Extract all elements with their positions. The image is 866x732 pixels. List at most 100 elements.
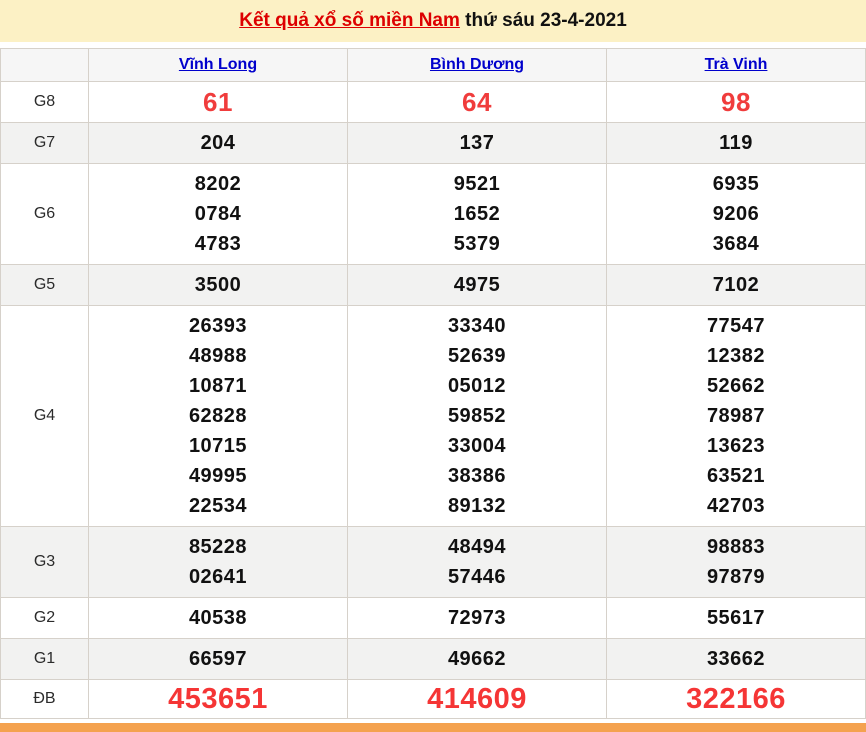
prize-number: 3500 xyxy=(194,274,242,296)
prize-number: 119 xyxy=(719,132,753,154)
prize-number: 05012 xyxy=(447,375,507,397)
prize-values-cell: 66597 xyxy=(88,638,348,680)
prize-values-cell: 26393 48988 10871 62828 10715 49995 22534 xyxy=(88,305,348,527)
prize-number: 3684 xyxy=(712,233,760,255)
prize-number: 453651 xyxy=(168,683,268,715)
table-row: G6 8202 0784 4783 9521 1652 5379 6935 9206 3684 xyxy=(0,163,866,265)
table-header-row: Vĩnh Long Bình Dương Trà Vinh xyxy=(0,48,866,82)
prize-values-cell: 7102 xyxy=(606,264,866,306)
prize-number: 57446 xyxy=(447,566,507,588)
prize-number: 4975 xyxy=(453,274,501,296)
prize-values-cell: 8202 0784 4783 xyxy=(88,163,348,265)
prize-values-cell: 55617 xyxy=(606,597,866,639)
prize-number: 48494 xyxy=(447,536,507,558)
corner-cell xyxy=(0,48,89,82)
table-row: ĐB 453651 414609 322166 xyxy=(0,679,866,719)
prize-number: 49995 xyxy=(188,465,248,487)
prize-number: 98883 xyxy=(706,536,766,558)
prize-number: 66597 xyxy=(188,648,248,670)
prize-values-cell: 40538 xyxy=(88,597,348,639)
prize-number: 64 xyxy=(462,87,492,117)
prize-values-cell: 33662 xyxy=(606,638,866,680)
column-header-2: Bình Dương xyxy=(347,48,607,82)
prize-label: G2 xyxy=(0,597,89,639)
prize-number: 61 xyxy=(203,87,233,117)
prize-number: 414609 xyxy=(427,683,527,715)
prize-number: 78987 xyxy=(706,405,766,427)
prize-number: 26393 xyxy=(188,315,248,337)
province-link[interactable]: Vĩnh Long xyxy=(178,56,258,73)
prize-label: G1 xyxy=(0,638,89,680)
lottery-results-table: Vĩnh Long Bình Dương Trà Vinh G8 61 64 98 G7 204… xyxy=(0,48,866,719)
prize-number: 52639 xyxy=(447,345,507,367)
result-title-link[interactable]: Kết quả xổ số miền Nam xyxy=(239,10,460,31)
prize-values-cell: 322166 xyxy=(606,679,866,719)
prize-label: G4 xyxy=(0,305,89,527)
prize-values-cell: 3500 xyxy=(88,264,348,306)
prize-values-cell: 85228 02641 xyxy=(88,526,348,598)
prize-values-cell: 77547 12382 52662 78987 13623 63521 42703 xyxy=(606,305,866,527)
result-title-date: thứ sáu 23-4-2021 xyxy=(459,10,627,31)
prize-number: 63521 xyxy=(706,465,766,487)
prize-number: 9521 xyxy=(453,173,501,195)
page-title: Kết quả xổ số miền Nam thứ sáu 23-4-2021 xyxy=(239,10,627,32)
table-row: G4 26393 48988 10871 62828 10715 49995 22534 333… xyxy=(0,305,866,527)
prize-values-cell: 453651 xyxy=(88,679,348,719)
table-row: G7 204 137 119 xyxy=(0,122,866,164)
column-header-1: Vĩnh Long xyxy=(88,48,348,82)
province-link[interactable]: Trà Vinh xyxy=(704,56,768,73)
prize-values-cell: 61 xyxy=(88,81,348,123)
table-row: G5 3500 4975 7102 xyxy=(0,264,866,306)
prize-number: 49662 xyxy=(447,648,507,670)
province-link[interactable]: Bình Dương xyxy=(429,56,525,73)
prize-values-cell: 6935 9206 3684 xyxy=(606,163,866,265)
prize-values-cell: 98 xyxy=(606,81,866,123)
prize-number: 38386 xyxy=(447,465,507,487)
prize-number: 55617 xyxy=(706,607,766,629)
prize-number: 33340 xyxy=(447,315,507,337)
prize-label: G6 xyxy=(0,163,89,265)
prize-number: 12382 xyxy=(706,345,766,367)
prize-number: 42703 xyxy=(706,495,766,517)
prize-number: 13623 xyxy=(706,435,766,457)
prize-number: 33004 xyxy=(447,435,507,457)
prize-number: 0784 xyxy=(194,203,242,225)
prize-number: 62828 xyxy=(188,405,248,427)
prize-number: 59852 xyxy=(447,405,507,427)
prize-number: 52662 xyxy=(706,375,766,397)
prize-number: 10715 xyxy=(188,435,248,457)
prize-label: G8 xyxy=(0,81,89,123)
prize-number: 8202 xyxy=(194,173,242,195)
prize-values-cell: 49662 xyxy=(347,638,607,680)
prize-number: 97879 xyxy=(706,566,766,588)
prize-values-cell: 204 xyxy=(88,122,348,164)
prize-number: 98 xyxy=(721,87,751,117)
prize-label: G5 xyxy=(0,264,89,306)
prize-values-cell: 137 xyxy=(347,122,607,164)
prize-values-cell: 98883 97879 xyxy=(606,526,866,598)
prize-number: 1652 xyxy=(453,203,501,225)
prize-values-cell: 9521 1652 5379 xyxy=(347,163,607,265)
prize-number: 02641 xyxy=(188,566,248,588)
prize-values-cell: 33340 52639 05012 59852 33004 38386 89132 xyxy=(347,305,607,527)
table-row: G8 61 64 98 xyxy=(0,81,866,123)
column-header-3: Trà Vinh xyxy=(606,48,866,82)
prize-number: 77547 xyxy=(706,315,766,337)
prize-values-cell: 4975 xyxy=(347,264,607,306)
prize-number: 9206 xyxy=(712,203,760,225)
prize-label: ĐB xyxy=(0,679,89,719)
bottom-divider xyxy=(0,723,866,732)
prize-values-cell: 72973 xyxy=(347,597,607,639)
prize-number: 5379 xyxy=(453,233,501,255)
page-header-banner: Kết quả xổ số miền Nam thứ sáu 23-4-2021 xyxy=(0,0,866,42)
prize-number: 85228 xyxy=(188,536,248,558)
prize-number: 33662 xyxy=(706,648,766,670)
prize-label: G7 xyxy=(0,122,89,164)
prize-number: 48988 xyxy=(188,345,248,367)
prize-values-cell: 119 xyxy=(606,122,866,164)
prize-number: 7102 xyxy=(712,274,760,296)
prize-label: G3 xyxy=(0,526,89,598)
prize-number: 89132 xyxy=(447,495,507,517)
prize-number: 204 xyxy=(200,132,236,154)
table-row: G1 66597 49662 33662 xyxy=(0,638,866,680)
